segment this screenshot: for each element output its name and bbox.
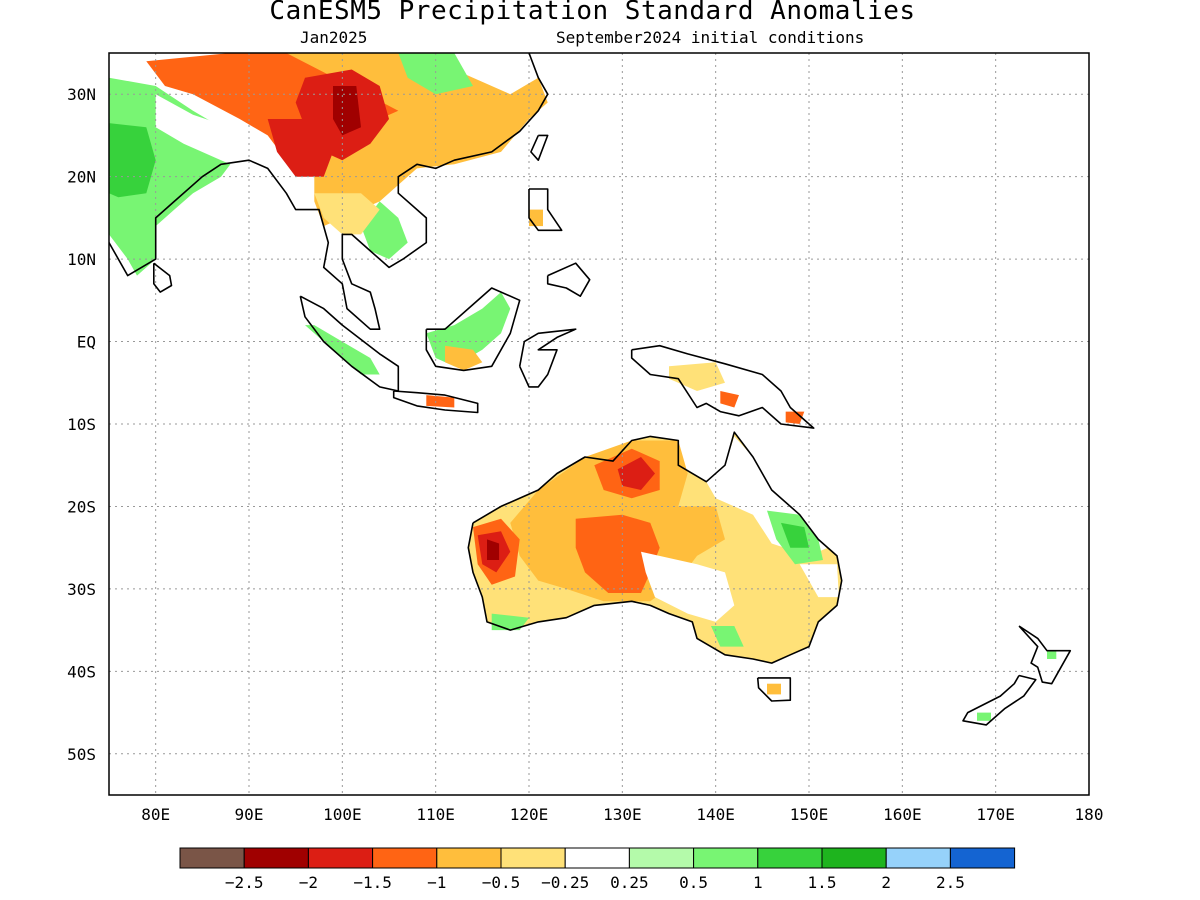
lat-tick-label: 10S bbox=[67, 415, 96, 434]
region-arnhem-red bbox=[617, 457, 655, 490]
region-java-orange bbox=[426, 395, 455, 408]
region-upper-china-green bbox=[398, 53, 473, 95]
lon-tick-label: 160E bbox=[883, 805, 922, 824]
region-sw-green bbox=[491, 613, 529, 631]
colorbar-swatch bbox=[179, 847, 245, 869]
latitude-labels: 30N 20N 10N EQ 10S 20S 30S 40S 50S bbox=[67, 85, 96, 764]
coastline-borneo bbox=[425, 287, 521, 372]
lon-tick-label: 130E bbox=[603, 805, 642, 824]
colorbar-label: −1.5 bbox=[353, 873, 392, 892]
coastline-australia-coast bbox=[467, 431, 843, 664]
region-sumatra-green bbox=[305, 325, 380, 375]
colorbar-label: −2.5 bbox=[225, 873, 264, 892]
lon-tick-label: 170E bbox=[976, 805, 1015, 824]
colorbar-swatch bbox=[243, 847, 309, 869]
colorbar-label: 0.5 bbox=[679, 873, 708, 892]
coastline-tasmania bbox=[756, 677, 792, 702]
region-thailand-yellow bbox=[314, 193, 380, 235]
region-australia-central-orange bbox=[575, 514, 660, 593]
coastline-new-guinea bbox=[630, 344, 815, 429]
region-queensland-dark-green bbox=[781, 522, 809, 548]
init-conditions-label: September2024 initial conditions bbox=[556, 28, 865, 47]
colorbar-label: 1.5 bbox=[808, 873, 837, 892]
colorbar-label: −0.25 bbox=[541, 873, 589, 892]
colorbar-label: −1 bbox=[427, 873, 446, 892]
lat-tick-label: 40S bbox=[67, 662, 96, 681]
region-china-dark-red bbox=[333, 86, 361, 136]
region-nz-green bbox=[1047, 650, 1057, 659]
colorbar-label: 0.25 bbox=[610, 873, 649, 892]
colorbar-swatch bbox=[821, 847, 887, 869]
lat-tick-label: EQ bbox=[77, 333, 96, 352]
region-myanmar-red bbox=[267, 119, 333, 177]
colorbar-swatch bbox=[693, 847, 759, 869]
region-new-guinea-orange bbox=[720, 391, 739, 408]
anomaly-shading bbox=[109, 53, 1057, 721]
colorbar-swatch bbox=[628, 847, 695, 869]
plot-frame bbox=[108, 52, 1090, 796]
colorbar-swatch bbox=[436, 847, 502, 869]
lon-tick-label: 100E bbox=[323, 805, 362, 824]
region-tasmania-yellow bbox=[767, 683, 781, 695]
lon-tick-label: 180 bbox=[1075, 805, 1104, 824]
coastline-sulawesi bbox=[518, 328, 577, 388]
colorbar-swatch bbox=[885, 847, 951, 869]
region-borneo-yellow bbox=[445, 345, 483, 371]
coastline-mindanao bbox=[546, 262, 591, 298]
lon-tick-label: 120E bbox=[510, 805, 549, 824]
region-nz-south-green bbox=[977, 712, 991, 721]
coastline-nz-north bbox=[1018, 625, 1072, 685]
colorbar-label: −2 bbox=[299, 873, 318, 892]
region-philippines-yellow bbox=[529, 209, 543, 227]
colorbar-label: −0.5 bbox=[482, 873, 521, 892]
coastlines bbox=[109, 53, 1072, 726]
colorbar-swatch bbox=[307, 847, 374, 869]
region-pilbara-dark bbox=[487, 539, 500, 560]
colorbar-labels: −2.5 −2 −1.5 −1 −0.5 −0.25 0.25 0.5 1 1.5 2 2.5 bbox=[225, 873, 965, 892]
colorbar-swatch bbox=[757, 847, 823, 869]
colorbar-label: 2.5 bbox=[936, 873, 965, 892]
lon-tick-label: 90E bbox=[235, 805, 264, 824]
colorbar bbox=[179, 847, 1016, 869]
lon-tick-label: 110E bbox=[416, 805, 455, 824]
lat-tick-label: 20S bbox=[67, 497, 96, 516]
region-victoria-green bbox=[711, 626, 744, 647]
region-india-dark-green bbox=[109, 123, 156, 198]
longitude-labels: 80E 90E 100E 110E 120E 130E 140E 150E 160E 170E 18… bbox=[141, 805, 1103, 824]
map-title: CanESM5 Precipitation Standard Anomalies bbox=[269, 0, 916, 26]
region-china-yellow bbox=[286, 53, 548, 227]
colorbar-swatch bbox=[949, 847, 1016, 869]
coastline-taiwan bbox=[530, 134, 549, 161]
lon-tick-label: 140E bbox=[696, 805, 735, 824]
coastline-java bbox=[392, 390, 479, 414]
colorbar-swatch bbox=[564, 847, 630, 869]
colorbar-swatch bbox=[500, 847, 566, 869]
region-australia-se-white bbox=[641, 551, 735, 622]
lon-tick-label: 80E bbox=[141, 805, 170, 824]
grid-lines bbox=[109, 53, 1089, 795]
colorbar-swatch bbox=[372, 847, 438, 869]
colorbar-label: 1 bbox=[753, 873, 763, 892]
coastline-nz-south bbox=[962, 674, 1037, 726]
coastline-sri-lanka bbox=[153, 262, 173, 293]
lat-tick-label: 10N bbox=[67, 250, 96, 269]
colorbar-label: 2 bbox=[881, 873, 891, 892]
lat-tick-label: 30S bbox=[67, 580, 96, 599]
lon-tick-label: 150E bbox=[790, 805, 829, 824]
lat-tick-label: 20N bbox=[67, 168, 96, 187]
region-india-ne-white bbox=[155, 94, 268, 169]
valid-month-label: Jan2025 bbox=[300, 28, 368, 47]
lat-tick-label: 50S bbox=[67, 745, 96, 764]
coastline-luzon bbox=[528, 188, 563, 232]
region-new-guinea-yellow bbox=[669, 362, 725, 391]
coastline-mainland-asia bbox=[109, 53, 549, 331]
lat-tick-label: 30N bbox=[67, 85, 96, 104]
